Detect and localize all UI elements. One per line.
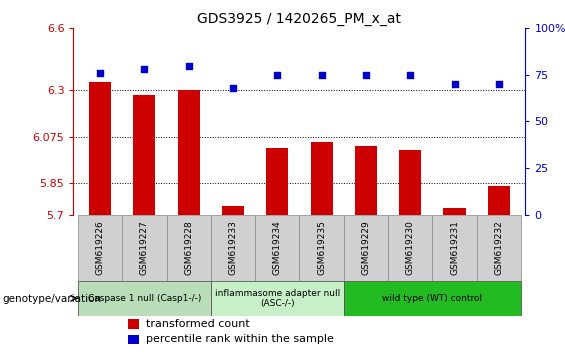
Bar bbox=[432, 215, 477, 281]
Bar bbox=[122, 215, 167, 281]
Bar bbox=[167, 215, 211, 281]
Bar bbox=[222, 206, 244, 215]
Text: wild type (WT) control: wild type (WT) control bbox=[383, 294, 483, 303]
Text: GSM619227: GSM619227 bbox=[140, 220, 149, 275]
Text: GSM619233: GSM619233 bbox=[228, 220, 237, 275]
Point bbox=[406, 72, 415, 78]
Title: GDS3925 / 1420265_PM_x_at: GDS3925 / 1420265_PM_x_at bbox=[197, 12, 402, 26]
Bar bbox=[477, 215, 521, 281]
Point bbox=[184, 63, 193, 68]
Bar bbox=[488, 185, 510, 215]
Bar bbox=[355, 146, 377, 215]
Point bbox=[228, 85, 237, 91]
Bar bbox=[211, 281, 344, 316]
Bar bbox=[344, 215, 388, 281]
Bar bbox=[128, 335, 139, 344]
Text: GSM619229: GSM619229 bbox=[362, 220, 371, 275]
Bar bbox=[311, 142, 333, 215]
Point bbox=[494, 81, 503, 87]
Point bbox=[95, 70, 105, 76]
Bar bbox=[78, 281, 211, 316]
Text: percentile rank within the sample: percentile rank within the sample bbox=[146, 335, 334, 344]
Text: GSM619231: GSM619231 bbox=[450, 220, 459, 275]
Bar bbox=[388, 215, 432, 281]
Bar bbox=[78, 215, 122, 281]
Text: GSM619226: GSM619226 bbox=[95, 220, 105, 275]
Text: inflammasome adapter null
(ASC-/-): inflammasome adapter null (ASC-/-) bbox=[215, 289, 340, 308]
Text: Caspase 1 null (Casp1-/-): Caspase 1 null (Casp1-/-) bbox=[88, 294, 201, 303]
Bar bbox=[266, 148, 288, 215]
Bar bbox=[89, 82, 111, 215]
Point bbox=[450, 81, 459, 87]
Bar bbox=[299, 215, 344, 281]
Bar bbox=[399, 150, 421, 215]
Bar bbox=[211, 215, 255, 281]
Bar bbox=[444, 208, 466, 215]
Text: genotype/variation: genotype/variation bbox=[3, 294, 102, 304]
Bar bbox=[177, 90, 200, 215]
Bar bbox=[128, 319, 139, 329]
Point bbox=[317, 72, 326, 78]
Text: GSM619228: GSM619228 bbox=[184, 220, 193, 275]
Bar bbox=[133, 95, 155, 215]
Point bbox=[140, 67, 149, 72]
Point bbox=[362, 72, 371, 78]
Text: GSM619234: GSM619234 bbox=[273, 220, 282, 275]
Point bbox=[273, 72, 282, 78]
Bar bbox=[344, 281, 521, 316]
Text: GSM619230: GSM619230 bbox=[406, 220, 415, 275]
Text: transformed count: transformed count bbox=[146, 319, 250, 329]
Text: GSM619232: GSM619232 bbox=[494, 220, 503, 275]
Text: GSM619235: GSM619235 bbox=[317, 220, 326, 275]
Bar bbox=[255, 215, 299, 281]
